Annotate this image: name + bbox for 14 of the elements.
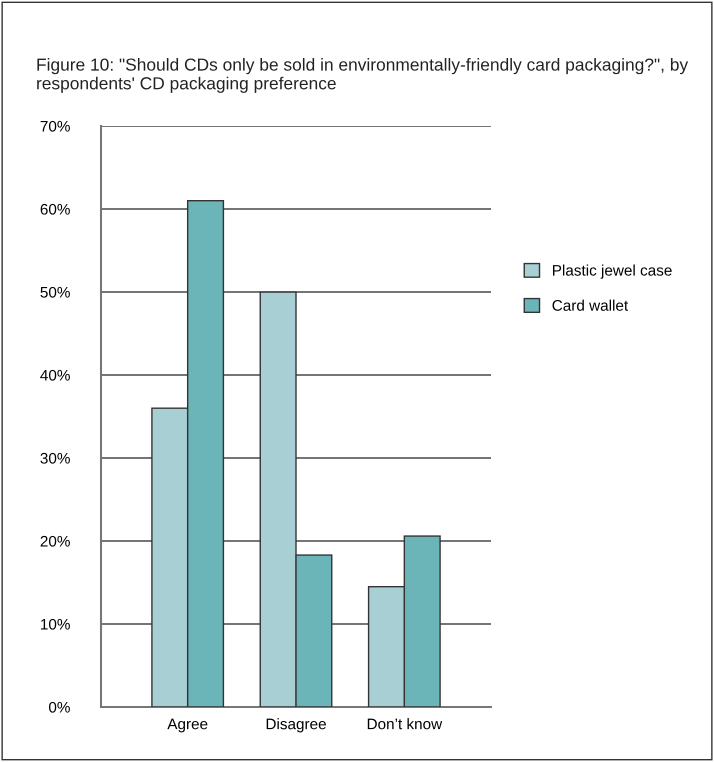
chart-title: Figure 10: "Should CDs only be sold in environmentally-friendly card packaging?", by respondents' CD packaging preference <box>37 58 688 93</box>
x-tick-label: Disagree <box>266 718 326 732</box>
y-tick-label: 30% <box>40 452 70 464</box>
x-tick-label: Agree <box>167 718 208 732</box>
legend-label: Plastic jewel case <box>553 264 672 279</box>
y-tick-label: 0% <box>48 702 70 713</box>
y-tick-label: 70% <box>40 120 70 132</box>
y-tick-label: 10% <box>41 618 70 630</box>
y-tick-label: 40% <box>40 370 70 381</box>
y-tick-label: 20% <box>40 536 70 547</box>
x-tick-label: Don’t know <box>368 718 442 730</box>
legend-label: Card wallet <box>552 300 628 311</box>
y-tick-label: 50% <box>40 286 70 298</box>
y-tick-label: 60% <box>40 204 70 215</box>
